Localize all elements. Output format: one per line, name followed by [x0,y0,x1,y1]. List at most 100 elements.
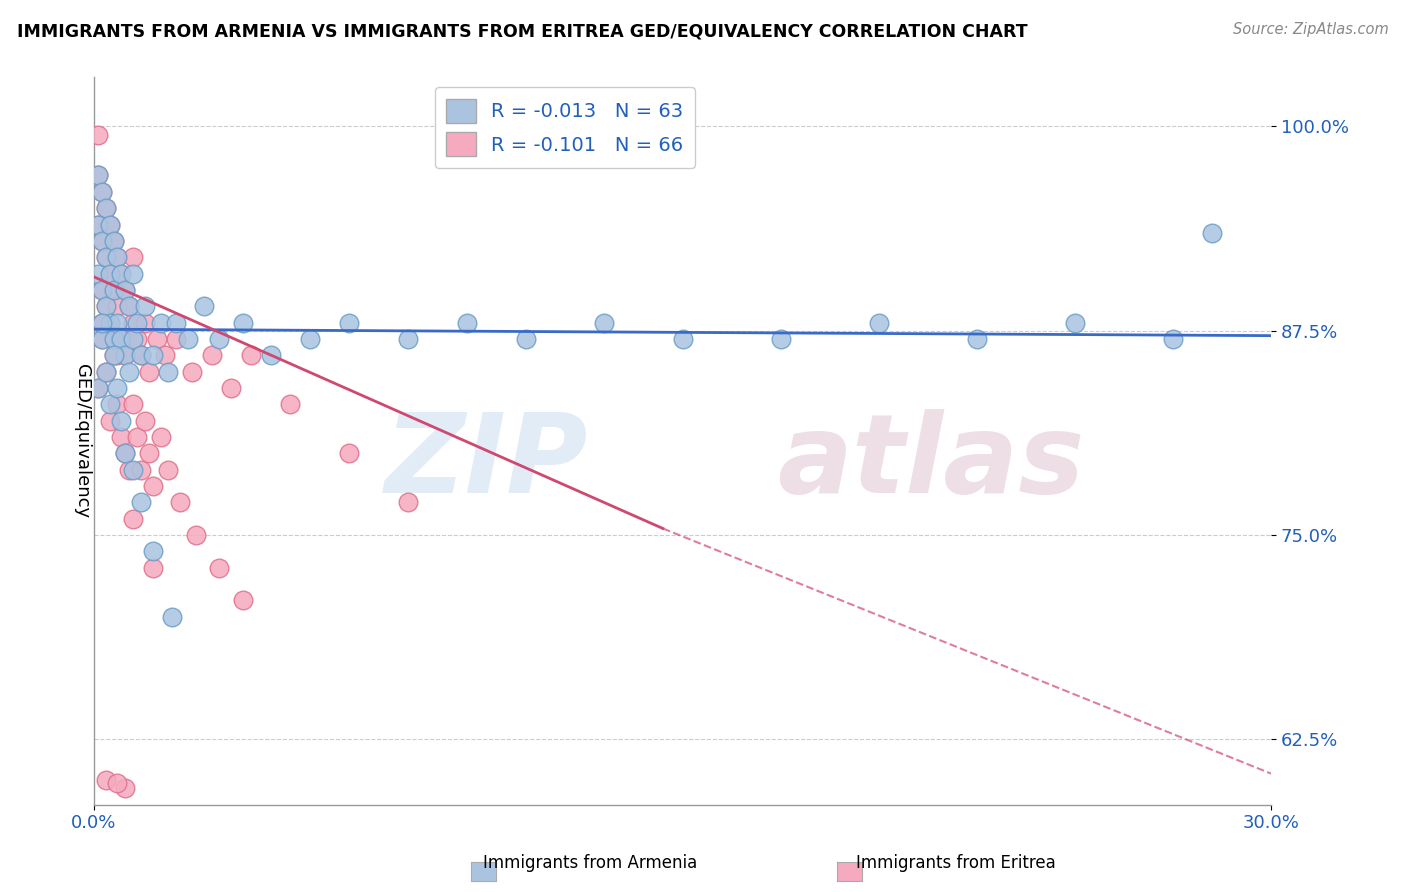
Point [90,283,112,297]
Point [114,348,136,362]
Point [90,283,112,297]
Point [118,463,141,477]
Point [1161,332,1184,346]
Point [114,283,136,297]
Point [671,332,693,346]
Point [98,397,121,411]
Point [456,316,478,330]
Point [396,495,419,509]
Point [98,316,121,330]
Point [94,201,117,215]
Point [107,250,129,264]
Point [107,250,129,264]
Point [107,776,129,790]
Y-axis label: GED/Equivalency: GED/Equivalency [73,364,91,518]
Point [87,128,110,142]
Point [94,299,117,313]
Point [98,267,121,281]
Point [232,316,254,330]
Point [122,316,145,330]
Point [98,267,121,281]
Point [87,169,110,183]
Text: IMMIGRANTS FROM ARMENIA VS IMMIGRANTS FROM ERITREA GED/EQUIVALENCY CORRELATION C: IMMIGRANTS FROM ARMENIA VS IMMIGRANTS FR… [17,22,1028,40]
Point [162,609,184,624]
Point [157,463,180,477]
Point [103,234,125,248]
Point [98,316,121,330]
Point [337,316,360,330]
Legend: R = -0.013   N = 63, R = -0.101   N = 66: R = -0.013 N = 63, R = -0.101 N = 66 [434,87,695,168]
Point [118,299,141,313]
Point [239,348,262,362]
Point [90,185,112,199]
Point [142,479,165,493]
Point [87,381,110,395]
Point [122,463,145,477]
Point [1201,226,1223,240]
Point [153,348,176,362]
Point [110,267,132,281]
Point [94,365,117,379]
Point [122,332,145,346]
Point [184,528,207,542]
Point [515,332,537,346]
Point [118,299,141,313]
Point [142,348,165,362]
Point [127,430,149,444]
Text: Immigrants from Armenia: Immigrants from Armenia [484,855,697,872]
Point [90,185,112,199]
Point [118,365,141,379]
Point [165,332,187,346]
Point [114,446,136,460]
Point [110,332,132,346]
Point [94,365,117,379]
Point [145,332,167,346]
Point [87,381,110,395]
Point [208,560,231,574]
Point [134,414,156,428]
Point [94,773,117,788]
Point [868,316,890,330]
Point [181,365,204,379]
Point [87,169,110,183]
Point [122,250,145,264]
Point [98,218,121,232]
Point [1064,316,1087,330]
Point [90,234,112,248]
Text: ZIP: ZIP [385,409,588,516]
Point [107,381,129,395]
Point [103,332,125,346]
Point [219,381,242,395]
Point [103,234,125,248]
Point [129,348,152,362]
Point [298,332,321,346]
Point [165,316,187,330]
Point [149,316,172,330]
Point [110,267,132,281]
Point [201,348,224,362]
Point [94,299,117,313]
Text: Immigrants from Eritrea: Immigrants from Eritrea [856,855,1056,872]
Point [127,332,149,346]
Point [110,414,132,428]
Point [103,283,125,297]
Point [87,218,110,232]
Point [769,332,792,346]
Point [90,316,112,330]
Point [122,511,145,525]
Point [107,299,129,313]
Point [94,250,117,264]
Point [142,560,165,574]
Point [90,316,112,330]
Point [169,495,191,509]
Point [337,446,360,460]
Point [103,283,125,297]
Point [114,348,136,362]
Point [87,267,110,281]
Point [110,332,132,346]
Point [593,316,616,330]
Point [142,544,165,558]
Point [98,218,121,232]
Point [90,332,112,346]
Point [396,332,419,346]
